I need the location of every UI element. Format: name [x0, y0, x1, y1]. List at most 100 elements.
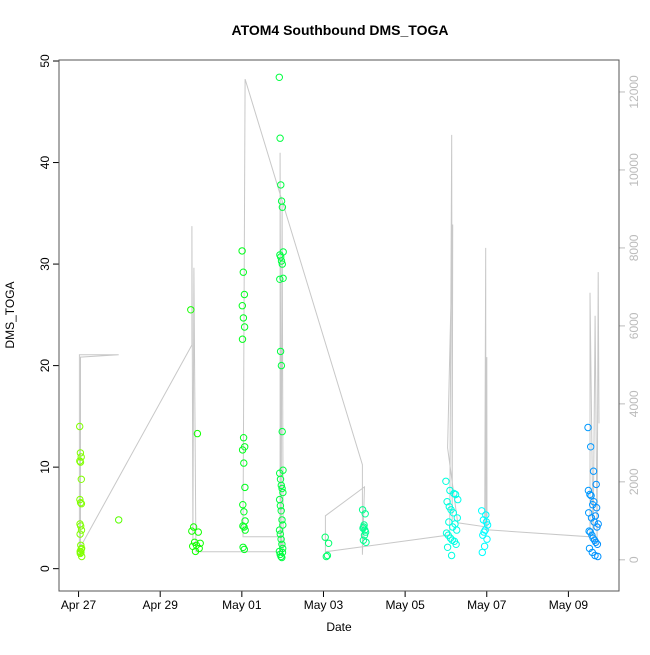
data-point [453, 514, 461, 522]
data-point [278, 203, 287, 211]
y-tick-label: 30 [38, 257, 52, 271]
data-point [238, 247, 246, 255]
data-point [240, 508, 248, 516]
data-point [482, 518, 491, 526]
data-point [276, 347, 285, 356]
data-point [277, 181, 285, 189]
data-point [587, 491, 595, 500]
y-axis-label: DMS_TOGA [3, 281, 17, 348]
data-point [115, 516, 123, 524]
data-point [478, 548, 486, 557]
data-point [587, 443, 595, 451]
data-point [360, 531, 369, 539]
data-point [591, 512, 600, 520]
data-point [275, 73, 283, 82]
points-layer [76, 73, 602, 562]
data-point [451, 520, 459, 528]
data-point [279, 521, 287, 529]
data-point [594, 552, 602, 561]
y2-tick-label: 0 [627, 556, 641, 563]
data-point [483, 535, 491, 543]
secondary-line-layer [78, 78, 600, 555]
data-point [187, 306, 195, 314]
y-tick-label: 20 [38, 359, 52, 373]
data-point [323, 551, 332, 560]
data-point [278, 553, 286, 562]
data-point [77, 500, 86, 508]
data-point [276, 530, 284, 538]
data-point [76, 549, 85, 558]
data-point [77, 545, 85, 554]
data-point [278, 516, 286, 524]
data-point [241, 526, 249, 534]
x-tick-label: Apr 29 [143, 598, 179, 612]
data-point [275, 547, 284, 556]
y-tick-label: 40 [38, 156, 52, 170]
data-point [239, 522, 247, 530]
data-point [277, 257, 286, 265]
data-point [276, 275, 284, 283]
data-point [240, 323, 249, 331]
y2-tick-label: 2000 [627, 468, 641, 495]
x-tick-label: May 01 [222, 598, 262, 612]
data-point [324, 539, 333, 547]
data-point [586, 490, 594, 499]
y-tick-label: 10 [38, 460, 52, 474]
data-point [76, 449, 85, 457]
data-point [193, 429, 202, 438]
y-tick-label: 0 [38, 565, 52, 572]
data-point [277, 481, 285, 490]
data-point [239, 268, 248, 276]
data-point [239, 314, 248, 322]
data-point [240, 523, 248, 531]
data-point [240, 459, 248, 467]
data-point [278, 260, 286, 268]
data-point [322, 552, 330, 561]
data-point [443, 498, 451, 506]
data-point [592, 480, 600, 489]
data-point [279, 274, 287, 282]
data-point [450, 489, 458, 498]
data-point [278, 548, 287, 557]
data-point [589, 501, 597, 509]
data-point [77, 522, 85, 530]
y2-tick-label: 10000 [627, 153, 641, 187]
data-point [238, 446, 247, 454]
data-point [278, 427, 286, 436]
data-point [77, 526, 86, 534]
data-point [189, 523, 198, 531]
data-point [191, 547, 200, 556]
y2-tick-label: 8000 [627, 234, 641, 261]
plot-frame [58, 59, 620, 592]
secondary-series-line [78, 78, 600, 555]
data-point [196, 539, 204, 547]
data-point [480, 542, 489, 550]
data-point [76, 530, 84, 538]
data-point [76, 499, 85, 507]
data-point [190, 538, 199, 546]
y2-tick-label: 4000 [627, 390, 641, 417]
data-point [584, 423, 592, 432]
data-point [277, 552, 285, 561]
x-tick-label: May 07 [467, 598, 507, 612]
data-point [592, 538, 600, 546]
data-point [450, 537, 459, 545]
data-point [76, 457, 84, 465]
data-point [593, 540, 602, 548]
data-point [447, 551, 456, 560]
data-point [240, 545, 249, 554]
data-point [276, 134, 284, 142]
data-point [321, 533, 329, 541]
data-point [277, 253, 285, 261]
data-point [276, 502, 285, 510]
data-point [241, 483, 249, 492]
data-point [442, 477, 450, 485]
x-tick-label: May 09 [549, 598, 589, 612]
data-point [77, 453, 85, 461]
data-point [76, 458, 85, 466]
chart-title: ATOM4 Southbound DMS_TOGA [232, 22, 449, 38]
data-point [447, 506, 455, 514]
data-point [238, 335, 247, 343]
